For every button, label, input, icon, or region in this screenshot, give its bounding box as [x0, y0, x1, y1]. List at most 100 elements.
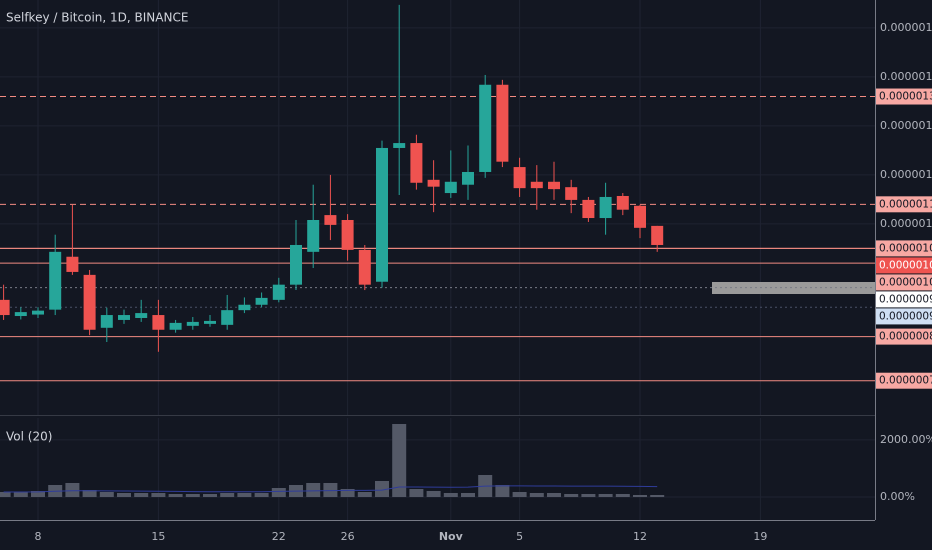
candle-body: [307, 219, 320, 252]
labels: 0.00000110 0.00000120 0.00000130 0.00000140…: [35, 21, 932, 543]
candle-body: [83, 274, 96, 330]
candle-body: [548, 181, 560, 190]
volume-bar: [375, 481, 389, 497]
x-tick-label: Nov: [439, 530, 464, 543]
volume-bar: [650, 495, 665, 497]
x-tick-label: 5: [516, 530, 523, 543]
price-line-label: 0.00000105: [879, 242, 932, 254]
candle-body: [582, 199, 595, 219]
volume-ma-line: [3, 485, 658, 493]
candle-body: [135, 313, 148, 318]
volume-bar: [31, 491, 45, 497]
y-tick-label: 0.00000110: [880, 217, 932, 230]
candle-body: [118, 315, 130, 320]
candle-body: [410, 143, 423, 183]
price-line-label-bg: [876, 196, 932, 213]
candle-body: [49, 251, 62, 310]
candle-body: [290, 244, 302, 285]
volume-bar: [82, 490, 97, 497]
candle-body: [427, 179, 440, 187]
volume-bar: [168, 494, 183, 497]
volume-bar: [237, 493, 252, 497]
candle-body: [479, 84, 492, 172]
price-line-label: 0.00000114: [879, 198, 932, 210]
candle-body: [376, 147, 388, 282]
candle-body: [599, 196, 612, 219]
volume-tick-label: 2000.00%: [880, 433, 932, 446]
x-tick-label: 8: [35, 530, 42, 543]
volume-bar: [529, 493, 544, 497]
volume-bar: [220, 493, 235, 497]
x-tick-label: 15: [151, 530, 165, 543]
volume-tick-label: 0.00%: [880, 490, 915, 503]
volume-bar: [271, 488, 286, 497]
price-line-label-bg: [876, 372, 932, 389]
volume-bar: [185, 494, 200, 497]
plot: [0, 4, 875, 497]
volume-bar: [254, 493, 269, 497]
price-line-label-bg: [876, 291, 932, 308]
volume-bar: [547, 493, 561, 497]
volume-bar: [443, 493, 458, 497]
volume-bar: [0, 492, 11, 497]
volume-bar: [306, 483, 321, 497]
candle-body: [616, 195, 629, 210]
volume-bar: [99, 492, 114, 497]
volume-bar: [392, 424, 407, 497]
candle-body: [341, 219, 354, 250]
price-line-label: 0.00000078: [879, 375, 932, 387]
volume-bar: [564, 494, 579, 497]
volume-bar: [495, 485, 510, 497]
price-line-label: 0.00000102: [879, 276, 932, 288]
candle-body: [186, 321, 199, 326]
candle-body: [513, 167, 526, 189]
candle-body: [32, 310, 44, 315]
volume-bar: [65, 483, 80, 497]
x-tick-label: 22: [272, 530, 286, 543]
volume-bar: [357, 492, 372, 497]
candle-body: [66, 256, 79, 272]
chart-title: Selfkey / Bitcoin, 1D, BINANCE: [6, 11, 188, 25]
candle-body: [393, 143, 406, 148]
candle-body: [496, 84, 509, 162]
candle-body: [255, 297, 268, 305]
price-line-label-bg: [876, 308, 932, 325]
candle-body: [565, 187, 578, 200]
volume-bar: [117, 493, 131, 497]
candle-body: [324, 215, 337, 225]
x-tick-label: 19: [753, 530, 767, 543]
volume-bar: [512, 492, 527, 497]
x-tick-label: 26: [341, 530, 355, 543]
price-line-label-bg: [876, 240, 932, 257]
volume-bar: [151, 493, 166, 497]
x-tick-label: 12: [633, 530, 647, 543]
y-tick-label: 0.00000130: [880, 119, 932, 132]
price-line-label-bg: [876, 257, 932, 274]
candle-body: [444, 181, 457, 194]
candle-body: [221, 310, 234, 325]
candle-body: [204, 320, 216, 324]
candle-body: [634, 205, 646, 228]
price-line-label-bg: [876, 88, 932, 105]
y-tick-label: 0.00000150: [880, 21, 932, 34]
price-line-label: 0.00000097: [879, 293, 932, 305]
candle-body: [358, 249, 371, 285]
price-line-label: 0.00000136: [879, 91, 932, 103]
price-line-label-bg: [876, 328, 932, 345]
volume-label: Vol (20): [6, 430, 52, 444]
volume-bar: [203, 494, 217, 497]
volume-bar: [409, 489, 424, 497]
candle-body: [100, 315, 113, 328]
volume-bar: [581, 494, 596, 497]
candle-body: [272, 284, 285, 300]
volume-bar: [426, 491, 441, 497]
volume-bar: [461, 493, 475, 497]
price-line-label: 0.00000105: [879, 259, 932, 271]
volume-bar: [323, 483, 338, 497]
volume-bar: [13, 492, 28, 497]
price-line-label-bg: [876, 274, 932, 291]
candle-body: [651, 225, 664, 245]
price-line-label: 0.00000087: [879, 331, 932, 343]
